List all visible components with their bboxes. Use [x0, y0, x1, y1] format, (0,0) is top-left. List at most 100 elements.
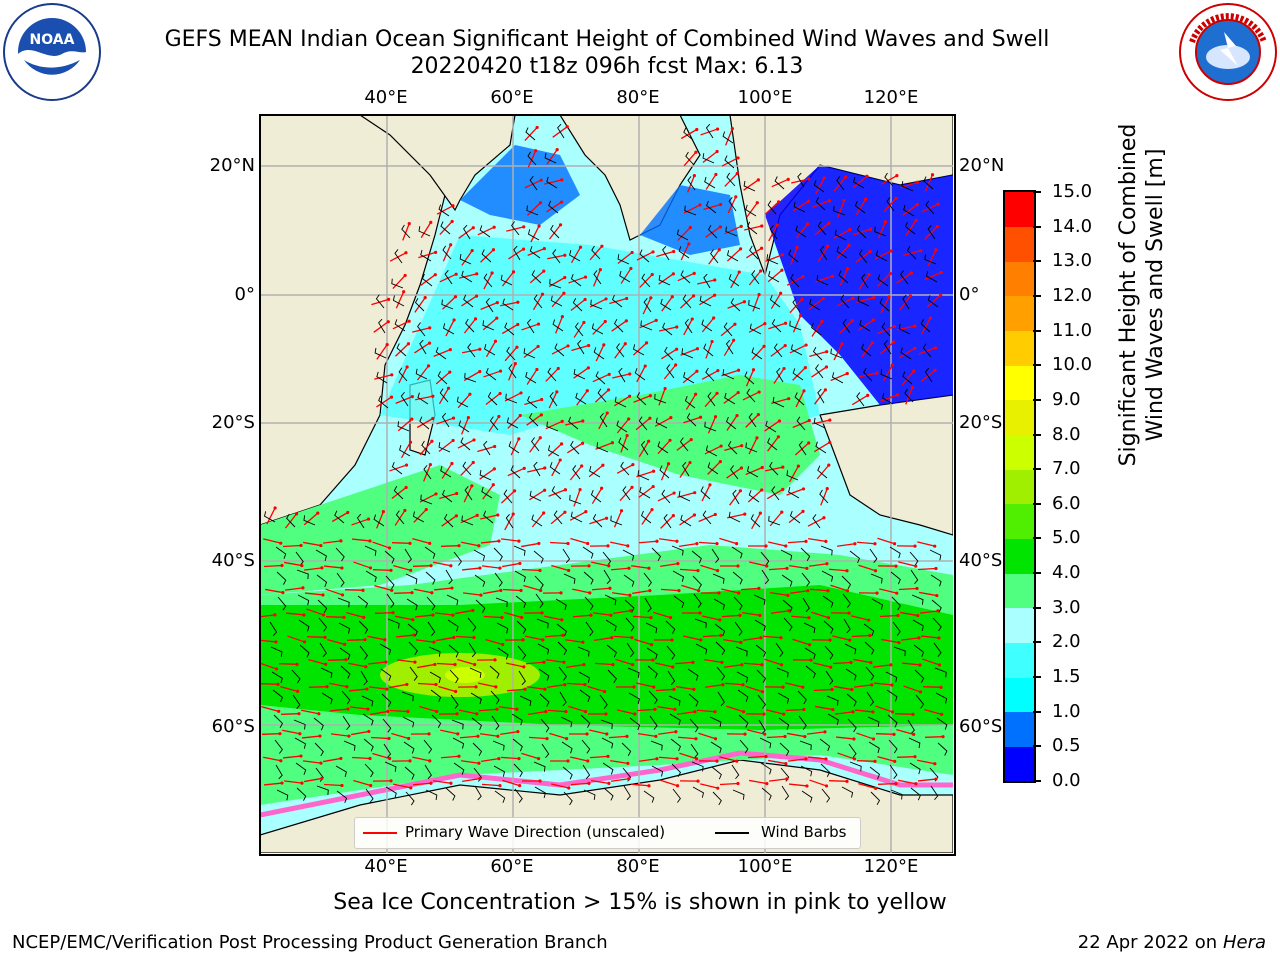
wind-barb	[551, 486, 562, 500]
wave-direction-arrowhead	[698, 611, 702, 615]
wind-barb	[574, 322, 584, 337]
map-canvas	[260, 115, 953, 853]
wind-barb	[761, 787, 772, 801]
wind-barb	[923, 176, 934, 190]
wind-barb	[707, 462, 719, 475]
wind-barb	[722, 131, 734, 144]
wind-barb	[489, 416, 499, 431]
wave-direction-arrowhead	[365, 687, 369, 691]
wave-direction-arrow	[813, 662, 831, 668]
wind-barb	[505, 393, 518, 404]
wind-barb	[737, 689, 749, 702]
lat-tick-right: 20°N	[959, 155, 1005, 176]
wind-barb	[798, 715, 807, 730]
wave-direction-arrow	[896, 272, 912, 284]
wave-direction-arrowhead	[523, 687, 527, 691]
wind-barb	[533, 294, 543, 309]
wave-direction-arrowhead	[495, 707, 499, 711]
wave-direction-legend-label: Primary Wave Direction (unscaled)	[405, 823, 666, 841]
wave-direction-arrowhead	[387, 736, 391, 741]
wind-barb	[515, 595, 527, 609]
wind-barb	[528, 412, 539, 427]
wave-direction-arrow	[676, 711, 696, 715]
wave-direction-arrowhead	[390, 373, 394, 377]
wave-direction-arrowhead	[587, 781, 591, 785]
wave-direction-arrow	[789, 344, 807, 354]
wind-barb	[550, 224, 560, 239]
wave-direction-arrow	[726, 415, 738, 431]
wave-direction-arrowhead	[776, 435, 781, 439]
wave-direction-arrowhead	[473, 317, 478, 321]
wind-barb	[812, 346, 823, 361]
wave-direction-arrowhead	[540, 397, 544, 402]
wave-direction-arrowhead	[807, 418, 811, 423]
wave-direction-arrowhead	[644, 341, 649, 345]
wave-direction-arrowhead	[387, 297, 391, 301]
wave-direction-arrowhead	[672, 491, 676, 495]
wind-barb	[847, 718, 857, 733]
wave-direction-arrow	[348, 662, 366, 668]
wave-direction-arrow	[370, 736, 390, 740]
wind-barb	[431, 714, 442, 728]
wave-direction-arrowhead	[402, 290, 406, 294]
wind-barb	[688, 693, 699, 707]
wave-direction-arrowhead	[274, 640, 278, 644]
colorbar-segment	[1005, 746, 1034, 782]
wave-direction-arrowhead	[609, 613, 613, 617]
wave-direction-arrow	[440, 545, 460, 547]
wave-direction-arrow	[730, 271, 740, 289]
wave-direction-arrow	[591, 587, 611, 591]
wind-barb	[384, 761, 397, 772]
wind-barb	[512, 738, 523, 752]
wind-barb	[774, 176, 785, 190]
wave-direction-arrowhead	[663, 386, 667, 391]
wave-direction-arrowhead	[479, 593, 483, 597]
wind-barb	[680, 514, 692, 527]
wave-direction-arrowhead	[410, 395, 414, 399]
wave-direction-arrow	[658, 388, 666, 406]
wave-direction-arrowhead	[935, 225, 939, 229]
wind-barb	[481, 249, 492, 263]
wave-direction-arrow	[809, 351, 827, 357]
wave-direction-arrow	[630, 565, 650, 569]
wave-direction-arrowhead	[868, 227, 873, 231]
wave-direction-arrowhead	[446, 386, 451, 390]
wave-direction-arrowhead	[939, 685, 943, 689]
wave-direction-arrow	[303, 541, 321, 547]
wave-direction-arrow	[485, 392, 501, 406]
wind-barb	[456, 396, 469, 408]
wave-direction-arrow	[752, 294, 760, 312]
wind-barb	[419, 339, 427, 355]
wave-direction-arrowhead	[537, 224, 541, 228]
wave-direction-arrow	[808, 563, 828, 567]
wave-direction-arrowhead	[713, 737, 718, 741]
colorbar-segment	[1005, 677, 1034, 713]
wave-direction-arrowhead	[474, 294, 479, 298]
wave-direction-arrowhead	[302, 640, 307, 644]
sea-ice-caption: Sea Ice Concentration > 15% is shown in …	[333, 890, 947, 915]
wind-barb	[890, 789, 903, 800]
wave-direction-arrow	[905, 387, 913, 405]
wind-barb	[580, 714, 591, 728]
wave-direction-arrow	[770, 591, 788, 597]
wave-direction-arrowhead	[694, 757, 699, 761]
colorbar-segment	[1005, 469, 1034, 505]
colorbar-segment	[1005, 607, 1034, 643]
wind-barb	[363, 738, 374, 752]
wave-direction-arrowhead	[632, 685, 636, 689]
wind-barb	[643, 572, 652, 587]
wave-direction-arrowhead	[493, 658, 497, 662]
wave-direction-arrow	[555, 316, 563, 334]
wind-barb	[315, 549, 327, 561]
wave-direction-arrowhead	[345, 685, 349, 689]
wave-direction-arrowhead	[867, 618, 871, 622]
wave-direction-arrow	[742, 391, 760, 401]
wave-direction-arrow	[792, 315, 802, 333]
wind-barb	[915, 694, 925, 709]
wave-direction-arrow	[395, 343, 409, 357]
wave-direction-arrow	[830, 584, 848, 592]
wind-barb	[513, 763, 523, 778]
wind-barb	[748, 299, 761, 310]
wave-direction-arrowhead	[495, 316, 499, 320]
wave-direction-arrowhead	[827, 221, 831, 225]
